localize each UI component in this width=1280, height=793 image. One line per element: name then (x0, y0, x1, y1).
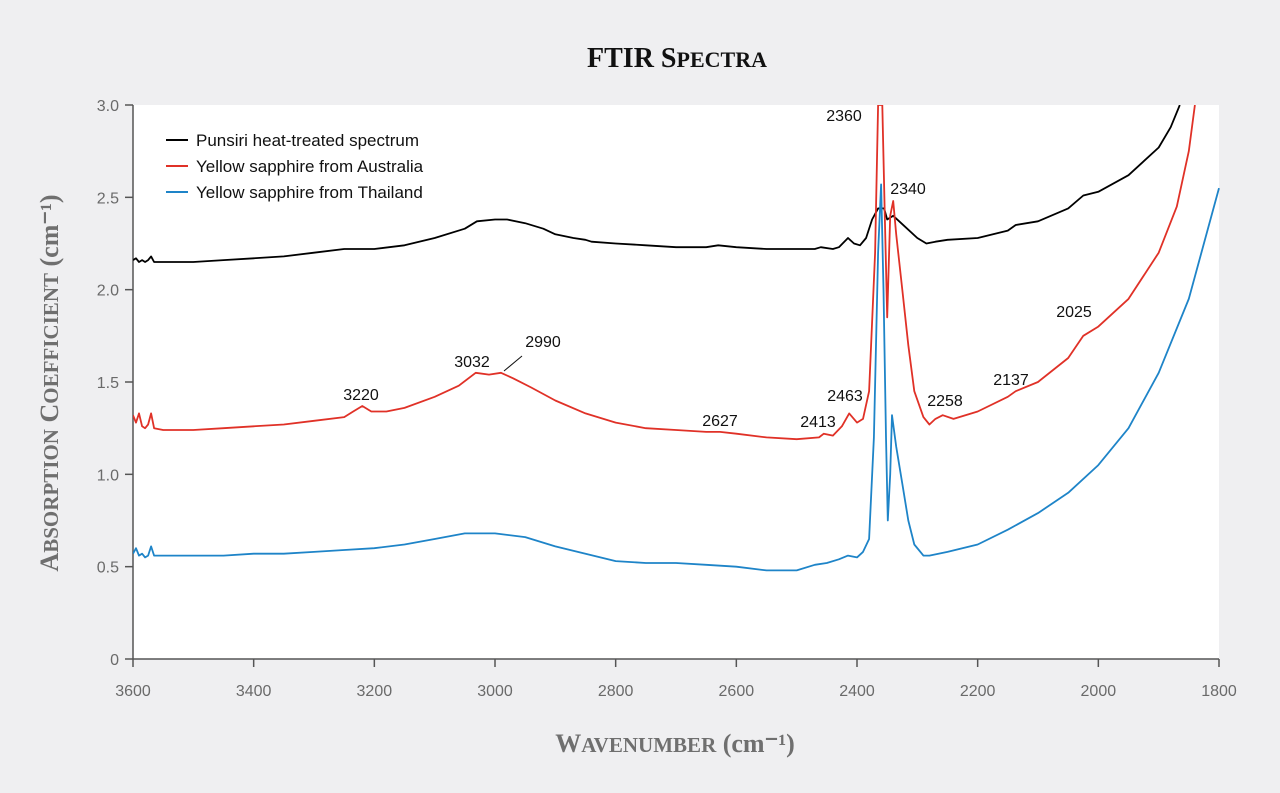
y-tick-label: 2.0 (97, 283, 119, 300)
series-line-3 (133, 183, 1220, 572)
x-tick-label: 2400 (839, 683, 875, 700)
x-tick-label: 2800 (598, 683, 634, 700)
x-tick-label: 3400 (236, 683, 272, 700)
peak-label-2463: 2463 (827, 388, 863, 405)
series-line-2 (133, 105, 1196, 441)
legend-label-1: Punsiri heat-treated spectrum (196, 131, 419, 150)
x-tick-label: 3200 (357, 683, 393, 700)
peak-label-2340: 2340 (890, 181, 926, 198)
y-tick-label: 1.5 (97, 375, 119, 392)
x-tick-label: 2200 (960, 683, 996, 700)
legend-label-3: Yellow sapphire from Thailand (196, 183, 423, 202)
y-tick-label: 0.5 (97, 560, 119, 577)
x-tick-label: 2600 (719, 683, 755, 700)
y-tick-label: 2.5 (97, 190, 119, 207)
annotation-layer: 2360 2340 3220 3032 2990 2627 2413 2463 2258 2137… (343, 108, 1092, 431)
peak-label-2025: 2025 (1056, 304, 1092, 321)
peak-label-2627: 2627 (702, 413, 738, 430)
x-tick-label: 3600 (115, 683, 151, 700)
peak-label-2137: 2137 (993, 372, 1029, 389)
legend-label-2: Yellow sapphire from Australia (196, 157, 424, 176)
peak-label-3220: 3220 (343, 387, 379, 404)
y-axis-title: ABSORPTION COEFFICIENT (cm⁻¹) (35, 194, 64, 571)
x-tick-label: 3000 (477, 683, 513, 700)
peak-leader-2990 (503, 355, 523, 372)
series-line-1 (133, 105, 1181, 263)
x-tick-label: 1800 (1201, 683, 1237, 700)
peak-label-2990: 2990 (525, 334, 561, 351)
y-tick-label: 3.0 (97, 98, 119, 115)
chart-title: FTIR SPECTRA (587, 43, 767, 74)
y-tick-label: 1.0 (97, 467, 119, 484)
x-tick-label: 2000 (1081, 683, 1117, 700)
x-axis-title: WAVENUMBER (cm⁻¹) (555, 729, 795, 758)
series-layer (133, 105, 1220, 572)
peak-label-3032: 3032 (454, 354, 490, 371)
peak-label-2413: 2413 (800, 414, 836, 431)
legend: Punsiri heat-treated spectrum Yellow sapp… (166, 131, 424, 202)
peak-label-2258: 2258 (927, 393, 963, 410)
peak-label-2360: 2360 (826, 108, 862, 125)
y-tick-label: 0 (110, 652, 119, 669)
